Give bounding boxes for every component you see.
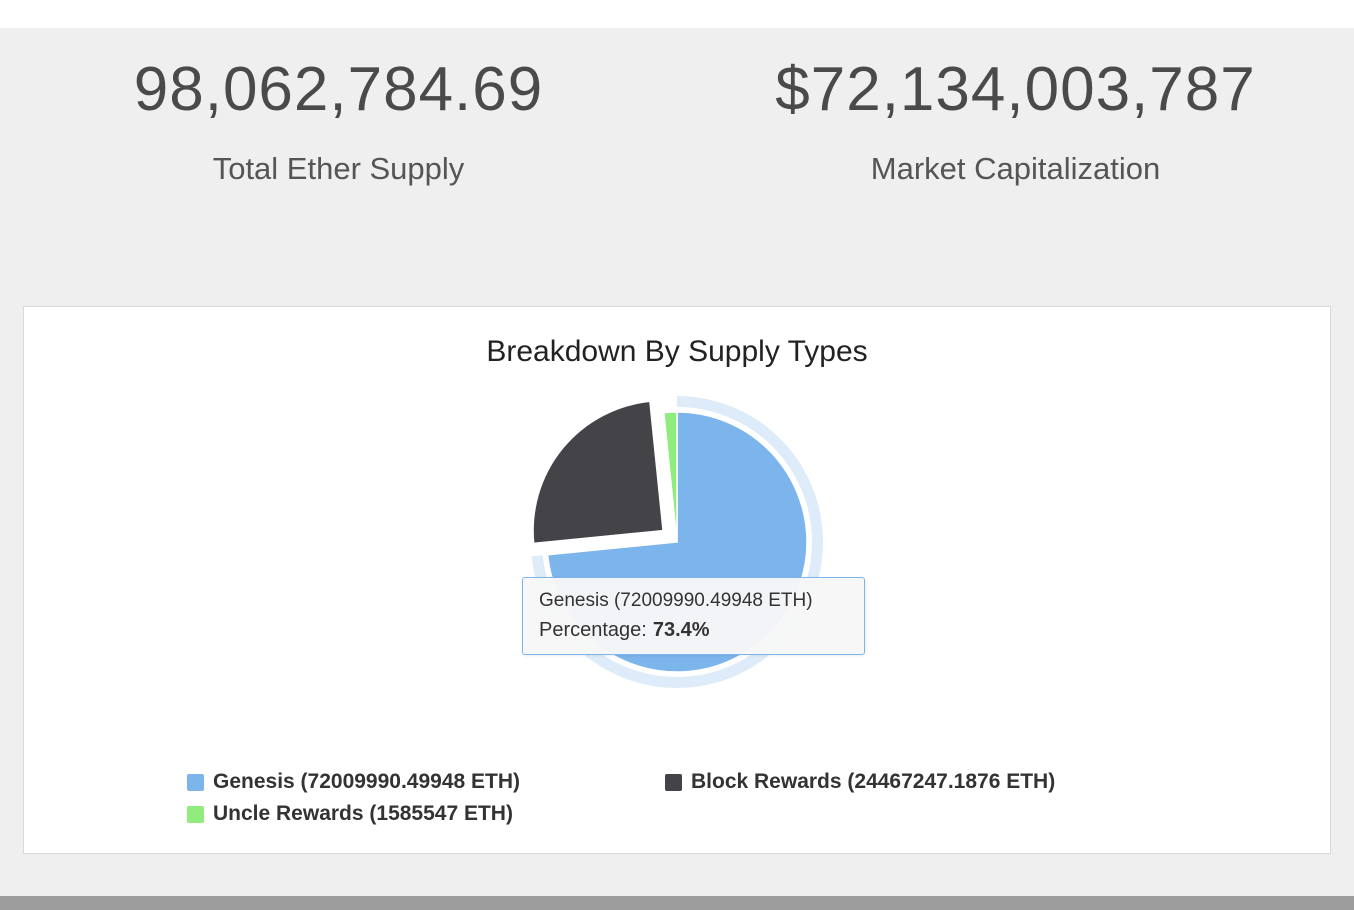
total-supply-value: 98,062,784.69	[133, 55, 544, 124]
supply-breakdown-card: Breakdown By Supply Types Genesis (72009…	[23, 306, 1331, 854]
legend-item-genesis[interactable]: Genesis (72009990.49948 ETH)	[187, 769, 665, 795]
tooltip-percentage-row: Percentage: 73.4%	[539, 619, 848, 642]
legend-label: Genesis (72009990.49948 ETH)	[213, 770, 521, 793]
pie-slice-uncle-rewards[interactable]	[662, 411, 678, 543]
total-supply-label: Total Ether Supply	[212, 151, 465, 186]
stat-market-capitalization: $72,134,003,787 Market Capitalization	[677, 54, 1354, 187]
chart-title: Breakdown By Supply Types	[486, 335, 868, 368]
legend-swatch-block-rewards	[665, 773, 682, 791]
chart-legend: Genesis (72009990.49948 ETH) Block Reward…	[187, 769, 1167, 833]
legend-label: Block Rewards (24467247.1876 ETH)	[691, 770, 1056, 793]
pie-chart-area: Genesis (72009990.49948 ETH) Percentage:…	[24, 377, 1330, 759]
stats-row: 98,062,784.69 Total Ether Supply $72,134…	[0, 28, 1354, 187]
tooltip-percentage-value: 73.4%	[652, 619, 710, 641]
legend-swatch-genesis	[187, 773, 204, 791]
tooltip-percentage-label: Percentage:	[539, 619, 647, 641]
legend-item-uncle-rewards[interactable]: Uncle Rewards (1585547 ETH)	[187, 801, 665, 827]
market-cap-label: Market Capitalization	[870, 151, 1161, 186]
stat-total-ether-supply: 98,062,784.69 Total Ether Supply	[0, 54, 677, 187]
legend-label: Uncle Rewards (1585547 ETH)	[213, 802, 513, 825]
pie-slice-block-rewards[interactable]	[532, 400, 664, 545]
footer-bar	[0, 896, 1354, 910]
legend-item-block-rewards[interactable]: Block Rewards (24467247.1876 ETH)	[665, 769, 1143, 795]
chart-tooltip: Genesis (72009990.49948 ETH) Percentage:…	[522, 577, 865, 655]
pie-chart	[531, 396, 823, 688]
legend-swatch-uncle-rewards	[187, 805, 204, 823]
market-cap-value: $72,134,003,787	[775, 55, 1256, 124]
top-strip	[0, 0, 1354, 28]
tooltip-series-name: Genesis (72009990.49948 ETH)	[539, 590, 813, 611]
